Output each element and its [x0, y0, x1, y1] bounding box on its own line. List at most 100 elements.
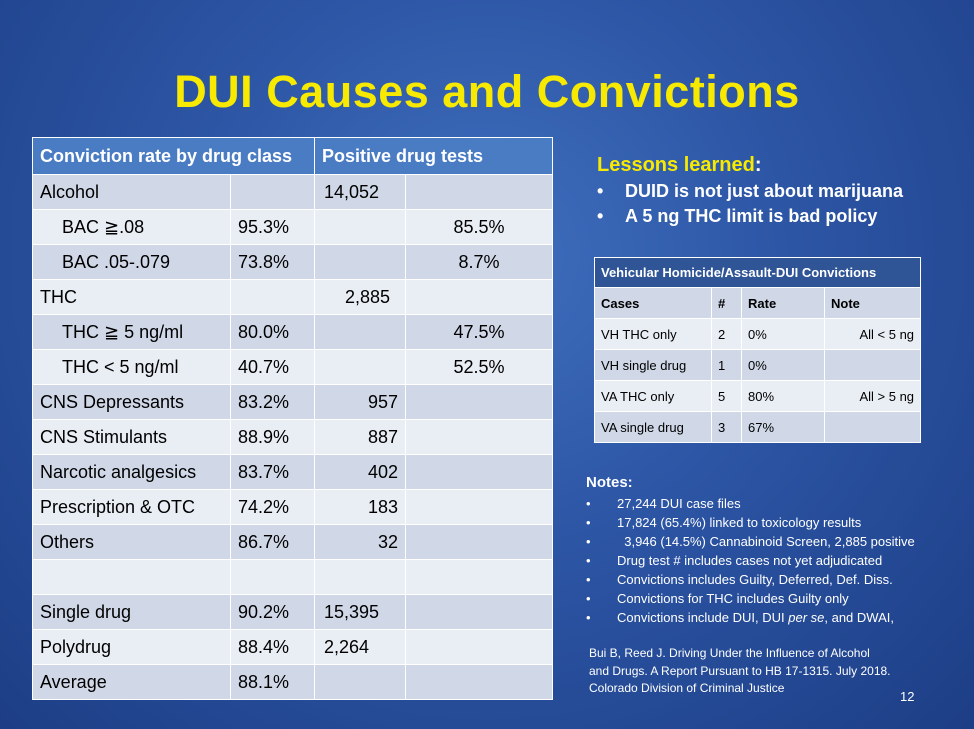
vh-col-cases: Cases — [594, 287, 712, 319]
vh-table-row: VH single drug 1 0% — [594, 349, 922, 381]
test-percent — [404, 559, 554, 595]
lessons-learned: Lessons learned: • DUID is not just about… — [597, 154, 903, 227]
positive-tests: 2,264 — [314, 629, 406, 665]
lesson-item: • A 5 ng THC limit is bad policy — [597, 206, 903, 227]
positive-tests: 887 — [314, 419, 406, 455]
row-label: THC < 5 ng/ml — [32, 349, 231, 385]
note-text: 27,244 DUI case files — [617, 496, 741, 511]
note-text: Convictions include DUI, DUI per se, and… — [617, 610, 894, 625]
note-item: • Convictions includes Guilty, Deferred, … — [586, 570, 915, 589]
row-label: Narcotic analgesics — [32, 454, 231, 490]
test-percent: 8.7% — [404, 244, 554, 280]
positive-tests — [314, 244, 406, 280]
citation: Bui B, Reed J. Driving Under the Influen… — [589, 645, 949, 698]
table-row: BAC ≧.08 95.3% 85.5% — [32, 209, 554, 245]
table-row: CNS Stimulants 88.9% 887 — [32, 419, 554, 455]
test-percent — [404, 629, 554, 665]
conviction-rate: 95.3% — [230, 209, 315, 245]
bullet-icon: • — [597, 181, 604, 201]
positive-tests: 2,885 — [314, 279, 406, 315]
positive-tests: 15,395 — [314, 594, 406, 630]
row-label: CNS Stimulants — [32, 419, 231, 455]
positive-tests: 957 — [314, 384, 406, 420]
positive-tests — [314, 314, 406, 350]
row-label — [32, 559, 231, 595]
lesson-text: A 5 ng THC limit is bad policy — [625, 206, 878, 226]
bullet-icon: • — [586, 553, 591, 568]
test-percent — [404, 524, 554, 560]
row-label: BAC .05-.079 — [32, 244, 231, 280]
bullet-icon: • — [586, 610, 591, 625]
vh-case: VH single drug — [594, 349, 712, 381]
conviction-rate: 83.2% — [230, 384, 315, 420]
bullet-icon: • — [586, 534, 591, 549]
table-header-row: Conviction rate by drug class Positive d… — [32, 137, 554, 175]
vh-table-row: VA single drug 3 67% — [594, 411, 922, 443]
conviction-rate: 90.2% — [230, 594, 315, 630]
vh-case: VH THC only — [594, 318, 712, 350]
test-percent — [404, 489, 554, 525]
test-percent — [404, 384, 554, 420]
conviction-rate: 74.2% — [230, 489, 315, 525]
row-label: Average — [32, 664, 231, 700]
note-text: Convictions includes Guilty, Deferred, D… — [617, 572, 893, 587]
bullet-icon: • — [586, 496, 591, 511]
row-label: THC — [32, 279, 231, 315]
lesson-text: DUID is not just about marijuana — [625, 181, 904, 201]
vh-count: 5 — [711, 380, 742, 412]
table-row: Average 88.1% — [32, 664, 554, 700]
test-percent — [404, 454, 554, 490]
vh-note — [823, 411, 922, 443]
vh-table-title: Vehicular Homicide/Assault-DUI Convictio… — [593, 257, 922, 288]
table-row: BAC .05-.079 73.8% 8.7% — [32, 244, 554, 280]
bullet-icon: • — [597, 206, 604, 226]
test-percent — [404, 279, 554, 315]
citation-line: Colorado Division of Criminal Justice — [589, 681, 785, 695]
header-positive-tests: Positive drug tests — [313, 137, 554, 175]
row-label: Alcohol — [32, 174, 231, 210]
conviction-rate: 40.7% — [230, 349, 315, 385]
vh-note: All > 5 ng — [823, 380, 922, 412]
test-percent — [404, 174, 554, 210]
citation-line: Bui B, Reed J. Driving Under the Influen… — [589, 646, 870, 660]
vh-note: All < 5 ng — [823, 318, 922, 350]
note-text: 17,824 (65.4%) linked to toxicology resu… — [617, 515, 862, 530]
note-item: • 3,946 (14.5%) Cannabinoid Screen, 2,88… — [586, 532, 915, 551]
conviction-rate: 86.7% — [230, 524, 315, 560]
conviction-rate — [230, 559, 315, 595]
table-row — [32, 559, 554, 595]
test-percent — [404, 594, 554, 630]
table-row: Narcotic analgesics 83.7% 402 — [32, 454, 554, 490]
vh-table-row: VH THC only 2 0% All < 5 ng — [594, 318, 922, 350]
row-label: Others — [32, 524, 231, 560]
table-row: Polydrug 88.4% 2,264 — [32, 629, 554, 665]
vh-case: VA single drug — [594, 411, 712, 443]
test-percent: 47.5% — [404, 314, 554, 350]
conviction-rate: 88.1% — [230, 664, 315, 700]
row-label: CNS Depressants — [32, 384, 231, 420]
note-item: • 27,244 DUI case files — [586, 494, 915, 513]
note-text: Drug test # includes cases not yet adjud… — [617, 553, 883, 568]
conviction-rate: 88.4% — [230, 629, 315, 665]
row-label: Prescription & OTC — [32, 489, 231, 525]
conviction-rate: 88.9% — [230, 419, 315, 455]
notes-section: Notes: • 27,244 DUI case files • 17,824 (65… — [586, 474, 915, 627]
row-label: Polydrug — [32, 629, 231, 665]
conviction-table: Conviction rate by drug class Positive d… — [32, 137, 554, 700]
vh-rate: 80% — [741, 380, 825, 412]
note-item: • Convictions for THC includes Guilty onl… — [586, 589, 915, 608]
positive-tests: 183 — [314, 489, 406, 525]
bullet-icon: • — [586, 591, 591, 606]
bullet-icon: • — [586, 572, 591, 587]
vh-note — [823, 349, 922, 381]
table-row: Alcohol 14,052 — [32, 174, 554, 210]
citation-line: and Drugs. A Report Pursuant to HB 17-13… — [589, 663, 891, 678]
test-percent — [404, 419, 554, 455]
vh-rate: 67% — [741, 411, 825, 443]
note-item: • Drug test # includes cases not yet adju… — [586, 551, 915, 570]
vh-rate: 0% — [741, 318, 825, 350]
conviction-rate: 73.8% — [230, 244, 315, 280]
table-row: Prescription & OTC 74.2% 183 — [32, 489, 554, 525]
table-row: THC < 5 ng/ml 40.7% 52.5% — [32, 349, 554, 385]
table-row: CNS Depressants 83.2% 957 — [32, 384, 554, 420]
